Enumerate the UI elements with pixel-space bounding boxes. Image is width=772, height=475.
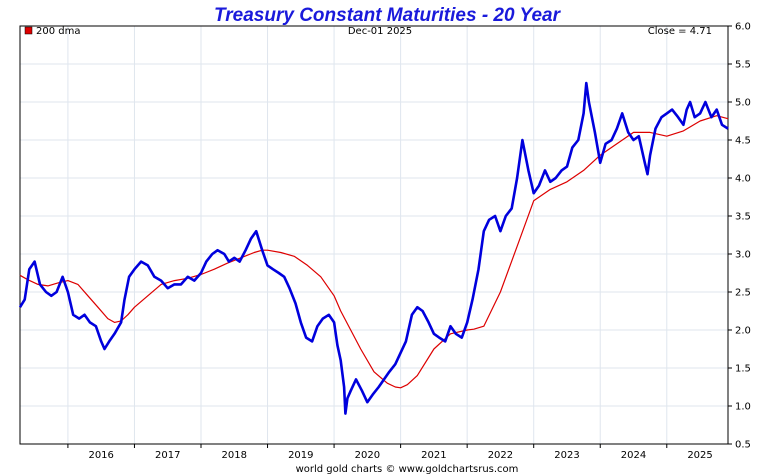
legend: 200 dma xyxy=(24,26,80,37)
legend-label-dma: 200 dma xyxy=(36,26,80,37)
x-tick-label: 2023 xyxy=(554,450,579,461)
y-tick-label: 1.0 xyxy=(735,402,751,413)
y-tick-label: 3.5 xyxy=(735,212,751,223)
x-tick-label: 2018 xyxy=(222,450,247,461)
x-tick-label: 2025 xyxy=(687,450,712,461)
y-tick-label: 0.5 xyxy=(735,440,751,451)
x-tick-label: 2017 xyxy=(155,450,180,461)
dma-line xyxy=(19,115,729,389)
grid-lines xyxy=(20,26,728,444)
series-marks xyxy=(18,81,729,415)
y-tick-label: 5.5 xyxy=(735,60,751,71)
x-tick-label: 2020 xyxy=(355,450,380,461)
y-axis-ticks: 0.5 1.0 1.5 2.0 2.5 3.0 3.5 4.0 4.5 5.0 5.5 6.0 xyxy=(728,22,751,451)
y-tick-label: 2.5 xyxy=(735,288,751,299)
yield-line xyxy=(18,81,729,415)
close-label: Close = 4.71 xyxy=(648,26,712,37)
x-tick-label: 2024 xyxy=(621,450,646,461)
footer-credit: world gold charts © www.goldchartsrus.co… xyxy=(296,464,519,475)
plot-frame xyxy=(19,25,729,445)
legend-swatch-dma xyxy=(24,26,33,35)
x-axis-ticks: 2016 2017 2018 2019 2020 2021 2022 2023 2024 2025 xyxy=(67,444,713,461)
y-tick-label: 6.0 xyxy=(735,22,751,33)
x-tick-label: 2019 xyxy=(288,450,313,461)
chart-title: Treasury Constant Maturities - 20 Year xyxy=(214,5,562,26)
date-label: Dec-01 2025 xyxy=(348,26,412,37)
y-tick-label: 5.0 xyxy=(735,98,751,109)
y-tick-label: 3.0 xyxy=(735,250,751,261)
y-tick-label: 1.5 xyxy=(735,364,751,375)
x-tick-label: 2021 xyxy=(421,450,446,461)
y-tick-label: 2.0 xyxy=(735,326,751,337)
x-tick-label: 2022 xyxy=(488,450,513,461)
y-tick-label: 4.0 xyxy=(735,174,751,185)
y-tick-label: 4.5 xyxy=(735,136,751,147)
x-tick-label: 2016 xyxy=(88,450,113,461)
